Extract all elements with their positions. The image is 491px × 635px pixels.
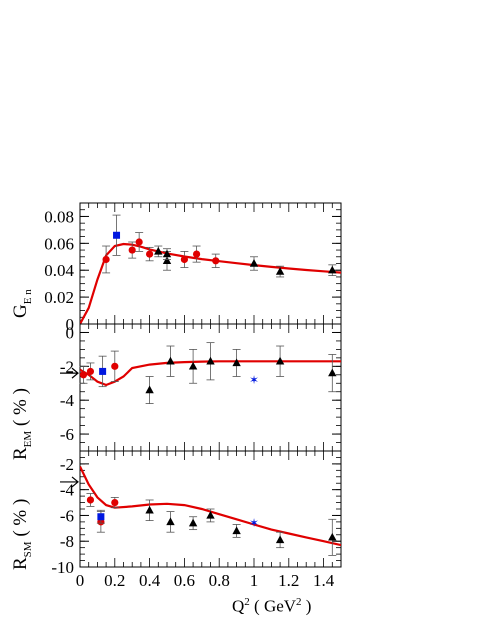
data-point-triangle bbox=[249, 259, 259, 267]
data-point-circle bbox=[111, 498, 119, 507]
y-tick-label: -2 bbox=[60, 455, 74, 474]
x-axis-label: Q2 ( GeV2 ) bbox=[232, 596, 311, 617]
data-point-triangle bbox=[162, 249, 172, 258]
rem-y-label-sub: EM bbox=[21, 430, 34, 448]
y-tick-label: -4 bbox=[60, 391, 75, 410]
y-tick-label: -6 bbox=[60, 506, 74, 525]
data-point-triangle bbox=[275, 267, 285, 275]
y-tick-label: -8 bbox=[60, 532, 74, 551]
panel-top: 0 0.02 0.04 0.06 0.08 bbox=[44, 202, 342, 334]
y-tick-label: 0.08 bbox=[44, 207, 74, 226]
data-point-circle bbox=[128, 246, 136, 254]
data-point-triangle bbox=[206, 510, 215, 519]
data-point-square bbox=[99, 367, 107, 375]
rsm-y-label-sub: SM bbox=[21, 541, 34, 558]
data-point-square bbox=[97, 513, 105, 521]
x-tick-label: 0 bbox=[76, 571, 85, 590]
data-point-triangle bbox=[232, 358, 241, 367]
x-tick-label: 1.4 bbox=[313, 571, 335, 590]
data-point-circle bbox=[212, 257, 220, 265]
x-tick-label: 1.2 bbox=[278, 571, 299, 590]
data-point-circle bbox=[192, 250, 201, 258]
data-point-triangle bbox=[162, 256, 172, 265]
data-point-triangle bbox=[188, 361, 198, 370]
x-label-unit: ( GeV bbox=[254, 596, 297, 616]
data-point-circle bbox=[86, 496, 95, 504]
data-point-circle bbox=[86, 367, 95, 376]
x-label-sup: 2 bbox=[244, 596, 250, 608]
arrow-indicator bbox=[60, 367, 79, 379]
data-point-circle bbox=[146, 250, 154, 258]
y-tick-label: 0.04 bbox=[44, 261, 74, 280]
data-point-triangle bbox=[154, 246, 163, 255]
x-label-tail: ) bbox=[305, 596, 312, 616]
panel-middle: 0 -2 -4 -6 ✶ bbox=[60, 323, 342, 452]
model-curve bbox=[80, 466, 341, 547]
panel-frame bbox=[79, 202, 342, 325]
rsm-y-label-tail: ( % ) bbox=[10, 498, 31, 537]
arrow-indicator bbox=[60, 476, 79, 488]
x-label-unit-sup: 2 bbox=[296, 596, 302, 608]
x-tick-label: 0.8 bbox=[209, 571, 230, 590]
y-tick-label: 0 bbox=[66, 315, 75, 334]
data-point-circle bbox=[111, 362, 119, 370]
data-point-star: ✶ bbox=[249, 516, 259, 530]
y-tick-label: 0.02 bbox=[44, 288, 74, 307]
data-point-triangle bbox=[328, 368, 337, 377]
x-label-main: Q bbox=[232, 596, 245, 616]
y-tick-label: -10 bbox=[51, 558, 74, 577]
data-point-square bbox=[113, 231, 121, 239]
data-point-triangle bbox=[188, 518, 198, 527]
y-tick-label: -6 bbox=[60, 425, 74, 444]
rem-y-label-tail: ( % ) bbox=[10, 388, 31, 427]
data-point-circle bbox=[135, 238, 143, 246]
rsm-y-label-main: R bbox=[10, 557, 31, 570]
x-tick-label: 0.4 bbox=[139, 571, 161, 590]
x-tick-label: 0.2 bbox=[104, 571, 125, 590]
data-point-triangle bbox=[232, 526, 241, 535]
data-point-triangle bbox=[275, 356, 285, 365]
data-point-circle bbox=[79, 371, 88, 379]
rem-y-label-main: R bbox=[10, 447, 31, 460]
y-tick-label: 0 bbox=[66, 323, 75, 342]
data-point-triangle bbox=[206, 356, 215, 365]
data-point-triangle bbox=[145, 505, 154, 514]
model-curve bbox=[80, 360, 341, 387]
y-tick-label: -4 bbox=[60, 481, 75, 500]
x-tick-label: 1 bbox=[250, 571, 259, 590]
data-point-circle bbox=[180, 255, 188, 264]
y-tick-label: -2 bbox=[60, 357, 74, 376]
y-tick-label: 0.06 bbox=[44, 234, 74, 253]
data-point-triangle bbox=[328, 532, 337, 541]
rem-y-label: REM ( % ) bbox=[10, 388, 34, 460]
gen-y-label-sub: E n bbox=[21, 289, 34, 305]
gen-y-label: GE n bbox=[10, 289, 34, 318]
data-point-triangle bbox=[145, 385, 154, 394]
rsm-y-label: RSM ( % ) bbox=[10, 499, 34, 570]
data-point-star: ✶ bbox=[249, 373, 259, 387]
model-curve bbox=[80, 242, 341, 324]
data-point-triangle bbox=[328, 265, 337, 274]
data-point-triangle bbox=[275, 535, 285, 544]
data-point-triangle bbox=[166, 356, 175, 365]
gen-y-label-main: G bbox=[10, 304, 31, 318]
data-point-circle bbox=[102, 255, 110, 264]
x-tick-label: 0.6 bbox=[174, 571, 195, 590]
data-point-triangle bbox=[166, 517, 175, 526]
panel-bottom: -2 -4 -6 -8 -10 ✶ 0 0.2 0.4 0.6 0.8 1 1.2 1.4 bbox=[51, 450, 342, 590]
